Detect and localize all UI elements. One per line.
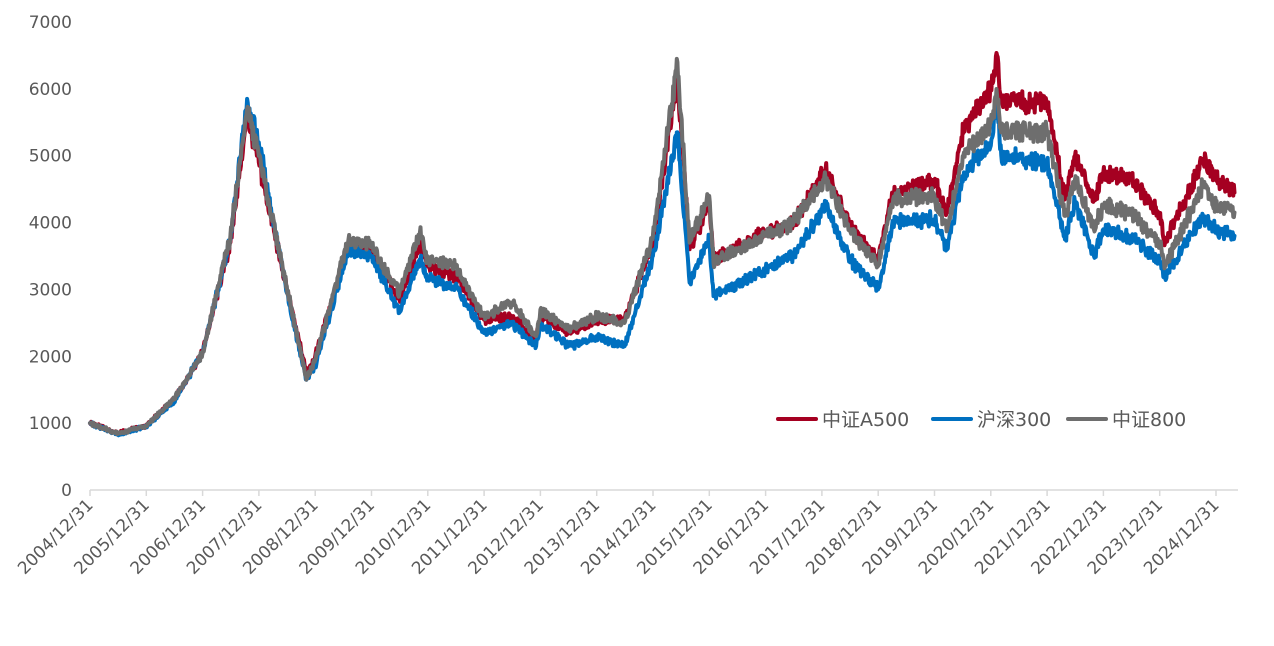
x-axis-ticks (89, 490, 1217, 496)
series-line-zz800 (88, 56, 1237, 436)
y-tick-label: 2000 (29, 347, 72, 367)
legend-label: 中证800 (1112, 409, 1186, 431)
legend-label: 中证A500 (822, 409, 909, 431)
y-axis-labels: 0 1000 2000 3000 4000 5000 6000 7000 (29, 13, 72, 501)
series-layer (88, 51, 1237, 438)
series-line-hs300 (88, 92, 1237, 438)
y-tick-label: 1000 (29, 414, 72, 434)
legend: 中证A500 沪深300 中证800 (776, 409, 1186, 431)
y-tick-label: 5000 (29, 147, 72, 167)
y-tick-label: 3000 (29, 280, 72, 300)
y-tick-label: 6000 (29, 80, 72, 100)
y-tick-label: 4000 (29, 214, 72, 234)
x-axis-labels: 2004/12/312005/12/312006/12/312007/12/31… (14, 495, 1223, 578)
y-tick-label: 0 (61, 481, 72, 501)
y-tick-label: 7000 (29, 13, 72, 33)
legend-label: 沪深300 (977, 409, 1051, 431)
series-line-a500 (88, 51, 1237, 436)
